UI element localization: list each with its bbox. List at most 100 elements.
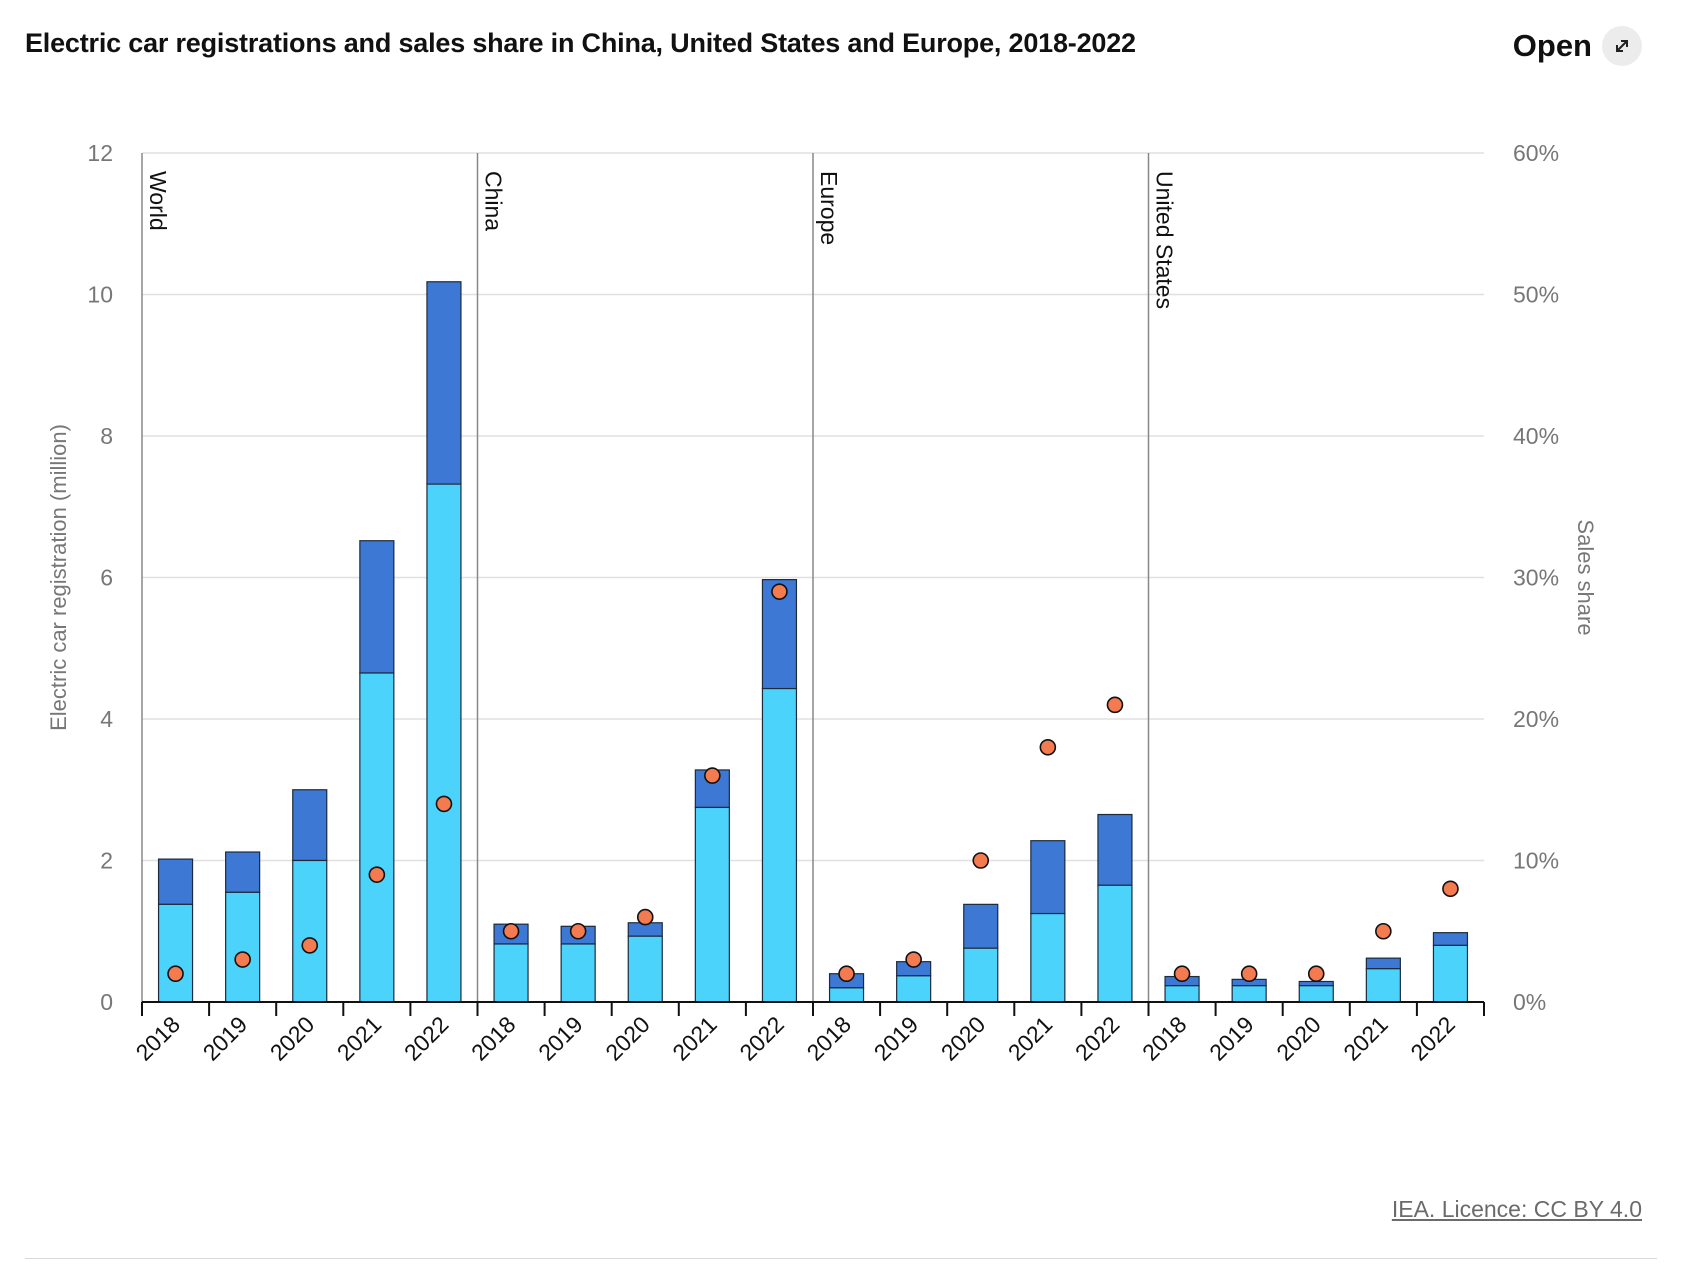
- bar-lower-segment: [828, 987, 865, 1003]
- bar-lower-segment: [225, 891, 261, 1003]
- bar-lower-segment: [426, 483, 462, 1003]
- x-tick-label: 2018: [466, 1011, 521, 1066]
- y-tick-right: 30%: [1513, 565, 1559, 591]
- x-tick-label: 2019: [198, 1011, 253, 1066]
- x-tick-label: 2021: [1338, 1011, 1393, 1066]
- bar-upper-segment: [426, 281, 462, 485]
- bar-upper-segment: [292, 789, 328, 862]
- share-dot: [435, 795, 453, 813]
- x-tick-label: 2019: [533, 1011, 588, 1066]
- share-dot: [1442, 880, 1459, 898]
- group-label: United States: [1152, 171, 1178, 309]
- y-tick-left: 12: [87, 140, 113, 166]
- y-tick-right: 50%: [1513, 282, 1559, 308]
- bar-upper-segment: [157, 858, 194, 905]
- bar-lower-segment: [1432, 944, 1469, 1003]
- y-tick-right: 40%: [1513, 423, 1559, 449]
- share-dot: [301, 937, 319, 954]
- y-tick-right: 20%: [1513, 706, 1559, 732]
- y-tick-left: 2: [100, 848, 113, 874]
- bar-lower-segment: [1298, 985, 1334, 1003]
- bar-lower-segment: [1097, 884, 1133, 1003]
- share-dot: [771, 583, 788, 600]
- open-button[interactable]: Open: [1513, 24, 1642, 68]
- bar-lower-segment: [359, 672, 395, 1003]
- y-axis-left-title: Electric car registration (million): [46, 424, 71, 731]
- open-button-label: Open: [1512, 28, 1592, 63]
- y-tick-left: 10: [87, 282, 113, 308]
- x-tick-label: 2019: [869, 1011, 924, 1066]
- licence-link[interactable]: IEA. Licence: CC BY 4.0: [1391, 1196, 1642, 1222]
- bar-lower-segment: [627, 935, 663, 1003]
- bar-lower-segment: [761, 687, 798, 1003]
- x-tick-label: 2022: [399, 1011, 454, 1066]
- bar-lower-segment: [1365, 968, 1401, 1003]
- x-tick-label: 2018: [131, 1011, 186, 1066]
- bar-upper-segment: [1365, 957, 1401, 970]
- share-dot: [569, 922, 587, 940]
- share-dot: [704, 767, 721, 784]
- share-dot: [838, 965, 855, 983]
- bar-lower-segment: [493, 943, 529, 1003]
- group-labels: World China Europe United States: [145, 171, 1178, 309]
- chart-title: Electric car registrations and sales sha…: [25, 28, 1136, 58]
- x-tick-label: 2021: [1003, 1011, 1058, 1066]
- bar-lower-segment: [963, 947, 999, 1003]
- x-tick-label: 2022: [1070, 1011, 1125, 1066]
- bar-lower-segment: [157, 903, 194, 1003]
- bar-upper-segment: [359, 540, 395, 674]
- bar-upper-segment: [1097, 813, 1133, 886]
- share-dot: [167, 965, 184, 983]
- group-label: Europe: [816, 171, 842, 245]
- x-tick-label: 2020: [600, 1011, 655, 1066]
- share-dot: [1039, 738, 1057, 756]
- x-tick-label: 2019: [1204, 1011, 1259, 1066]
- y-tick-left: 6: [100, 565, 113, 591]
- y-tick-left: 4: [100, 706, 113, 732]
- x-tick-label: 2022: [1405, 1011, 1460, 1066]
- x-tick-label: 2018: [1137, 1011, 1192, 1066]
- share-dot: [1375, 922, 1392, 940]
- y-tick-right: 0%: [1513, 989, 1546, 1015]
- bars: [157, 281, 1469, 1003]
- share-dot: [234, 951, 251, 968]
- bar-lower-segment: [1164, 985, 1200, 1003]
- x-tick-label: 2022: [734, 1011, 789, 1066]
- share-dot: [1106, 696, 1124, 714]
- x-tick-label: 2020: [1271, 1011, 1326, 1066]
- x-tick-label: 2018: [802, 1011, 857, 1066]
- y-tick-right: 10%: [1513, 848, 1559, 874]
- bar-upper-segment: [963, 903, 999, 949]
- bar-lower-segment: [1030, 912, 1066, 1003]
- bar-lower-segment: [896, 975, 932, 1003]
- y-axis-right-title: Sales share: [1573, 519, 1598, 635]
- group-label: China: [481, 171, 507, 231]
- share-dot: [1173, 965, 1191, 983]
- share-dot: [1240, 965, 1258, 983]
- y-tick-left: 0: [100, 989, 113, 1015]
- share-dot: [636, 908, 654, 926]
- share-dot: [1307, 965, 1325, 983]
- share-dot: [905, 951, 922, 968]
- bar-upper-segment: [1298, 980, 1334, 987]
- group-label: World: [145, 171, 171, 231]
- x-tick-label: 2020: [936, 1011, 991, 1066]
- bar-upper-segment: [1432, 932, 1469, 946]
- bar-lower-segment: [292, 859, 328, 1003]
- x-tick-label: 2020: [265, 1011, 320, 1066]
- share-dot: [972, 852, 990, 869]
- chart-header: Electric car registrations and sales sha…: [0, 0, 1682, 100]
- share-dot: [502, 922, 520, 940]
- y-tick-left: 8: [100, 423, 113, 449]
- bar-lower-segment: [1231, 985, 1267, 1003]
- bar-upper-segment: [225, 851, 261, 893]
- x-tick-label: 2021: [667, 1011, 722, 1066]
- y-tick-right: 60%: [1513, 140, 1559, 166]
- bar-upper-segment: [1030, 840, 1066, 915]
- expand-arrows-icon: [1602, 26, 1642, 66]
- share-dots: [167, 583, 1459, 983]
- x-tick-label: 2021: [332, 1011, 387, 1066]
- share-dot: [368, 866, 386, 883]
